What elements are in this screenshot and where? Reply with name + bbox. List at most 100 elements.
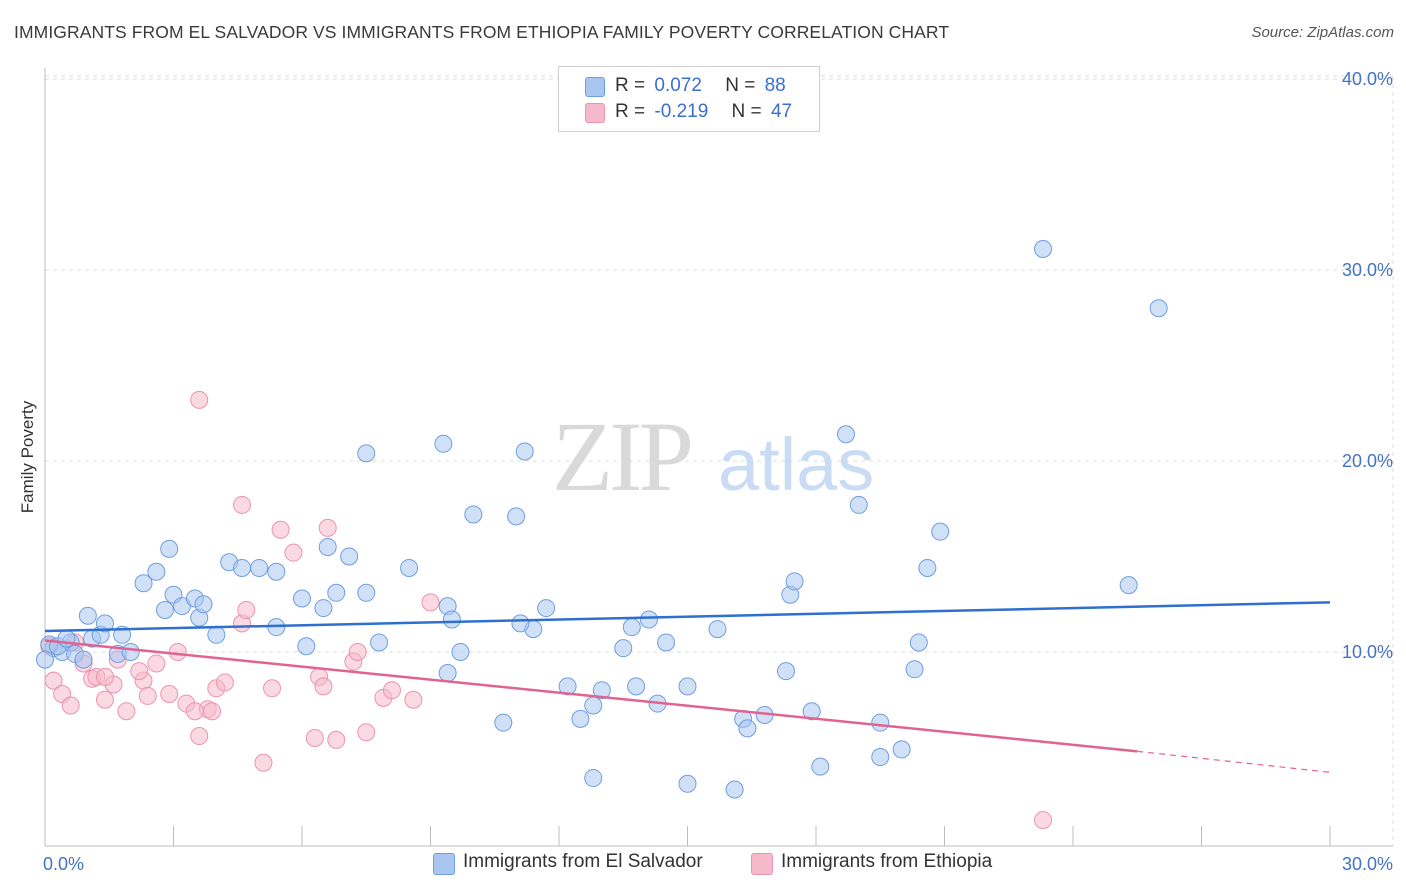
el-salvador-point xyxy=(678,677,697,696)
legend-r-label: R = xyxy=(615,101,646,122)
el-salvador-point xyxy=(738,719,757,738)
el-salvador-point xyxy=(584,769,603,788)
ethiopia-point xyxy=(327,730,346,749)
el-salvador-point xyxy=(777,662,796,681)
ethiopia-point xyxy=(138,686,157,705)
el-salvador-point xyxy=(507,507,526,526)
y-tick-label: 20.0% xyxy=(1342,451,1393,471)
grid xyxy=(45,75,1394,846)
el-salvador-point xyxy=(155,600,174,619)
el-salvador-point xyxy=(905,660,924,679)
el-salvador-point xyxy=(400,558,419,577)
legend-r-label: R = xyxy=(615,75,646,96)
el-salvador-point xyxy=(95,614,114,633)
ethiopia-point xyxy=(421,593,440,612)
el-salvador-point xyxy=(340,547,359,566)
el-salvador-point xyxy=(160,539,179,558)
el-salvador-point xyxy=(134,574,153,593)
ethiopia-point xyxy=(215,673,234,692)
el-salvador-point xyxy=(434,434,453,453)
chart-title: IMMIGRANTS FROM EL SALVADOR VS IMMIGRANT… xyxy=(14,22,950,42)
ethiopia-point xyxy=(117,702,136,721)
el-salvador-point xyxy=(370,633,389,652)
bottom-legend-swatch-blue xyxy=(433,853,455,875)
el-salvador-point xyxy=(571,709,590,728)
ethiopia-point xyxy=(190,727,209,746)
y-axis-title: Family Poverty xyxy=(18,400,37,513)
el-salvador-point xyxy=(438,664,457,683)
el-salvador-point xyxy=(657,633,676,652)
ethiopia-point xyxy=(130,662,149,681)
legend-n-value: 47 xyxy=(770,101,793,122)
legend-r-value: -0.219 xyxy=(654,101,709,122)
el-salvador-point xyxy=(785,572,804,591)
y-tick-label: 40.0% xyxy=(1342,69,1393,89)
el-salvador-point xyxy=(451,643,470,661)
el-salvador-points xyxy=(36,239,1168,799)
el-salvador-point xyxy=(558,677,577,696)
el-salvador-point xyxy=(78,606,97,625)
ethiopia-point xyxy=(168,643,187,661)
el-salvador-point xyxy=(918,558,937,577)
el-salvador-point xyxy=(147,562,166,581)
legend-r-value: 0.072 xyxy=(654,75,702,96)
y-tick-label: 30.0% xyxy=(1342,260,1393,280)
el-salvador-point xyxy=(708,620,727,639)
el-salvador-point xyxy=(357,444,376,463)
ethiopia-point xyxy=(284,543,303,562)
ethiopia-point xyxy=(160,685,179,704)
watermark-zip: ZIP xyxy=(552,401,690,512)
el-salvador-point xyxy=(627,677,646,696)
axes xyxy=(44,68,1393,847)
el-salvador-point xyxy=(1034,239,1053,258)
legend-swatch-blue xyxy=(585,77,605,97)
legend-swatch-pink xyxy=(585,103,605,123)
el-salvador-point xyxy=(314,599,333,618)
ethiopia-point xyxy=(190,390,209,409)
ethiopia-point xyxy=(382,681,401,700)
el-salvador-point xyxy=(442,610,461,629)
legend-n-value: 88 xyxy=(764,75,786,96)
ethiopia-point xyxy=(95,690,114,709)
ethiopia-point xyxy=(357,723,376,742)
el-salvador-point xyxy=(892,740,911,759)
ethiopia-point xyxy=(95,667,114,686)
el-salvador-point xyxy=(909,633,928,652)
el-salvador-point xyxy=(250,558,269,577)
el-salvador-point xyxy=(207,625,226,644)
el-salvador-point xyxy=(1119,576,1138,595)
el-salvador-point xyxy=(849,495,868,514)
el-salvador-point xyxy=(931,522,950,541)
bottom-legend-label: Immigrants from El Salvador xyxy=(463,851,703,872)
ethiopia-point xyxy=(314,677,333,696)
el-salvador-point xyxy=(836,425,855,444)
legend: R = 0.072 N = 88 R = -0.219 N = 47 xyxy=(558,66,820,132)
el-salvador-point xyxy=(494,713,513,732)
legend-n-label: N = xyxy=(731,101,762,122)
x-tick-label: 30.0% xyxy=(1342,854,1393,874)
ethiopia-point xyxy=(348,643,367,661)
el-salvador-point xyxy=(614,639,633,658)
source-label: Source: ZipAtlas.com xyxy=(1251,24,1394,41)
ethiopia-point xyxy=(271,520,290,539)
ethiopia-point xyxy=(233,495,252,514)
x-tick-label: 0.0% xyxy=(43,854,84,874)
el-salvador-point xyxy=(584,696,603,715)
ethiopia-point xyxy=(318,518,337,537)
el-salvador-point xyxy=(871,748,890,767)
ethiopia-point xyxy=(44,671,63,690)
el-salvador-point xyxy=(357,583,376,602)
el-salvador-point xyxy=(36,650,54,669)
el-salvador-point xyxy=(511,614,530,633)
ethiopia-point xyxy=(61,696,80,715)
el-salvador-point xyxy=(327,583,346,602)
el-salvador-point xyxy=(297,637,316,656)
el-salvador-point xyxy=(57,629,76,648)
el-salvador-point xyxy=(622,618,641,637)
el-salvador-point xyxy=(592,681,611,700)
bottom-legend-swatch-pink xyxy=(751,853,773,875)
el-salvador-point xyxy=(725,780,744,799)
el-salvador-point xyxy=(318,537,337,556)
el-salvador-point xyxy=(233,558,252,577)
